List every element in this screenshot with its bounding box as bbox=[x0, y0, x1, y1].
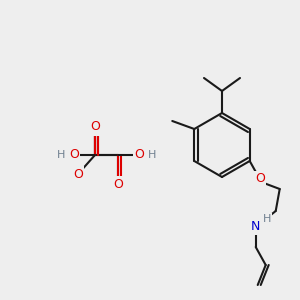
Text: O: O bbox=[90, 122, 100, 134]
Text: H: H bbox=[148, 150, 156, 160]
Text: O: O bbox=[113, 178, 123, 190]
Text: O: O bbox=[255, 172, 265, 185]
Text: O: O bbox=[69, 148, 79, 161]
Text: N: N bbox=[251, 220, 260, 233]
Text: O: O bbox=[90, 119, 100, 133]
Text: O: O bbox=[134, 148, 144, 161]
Text: H: H bbox=[57, 150, 65, 160]
Text: H: H bbox=[262, 214, 271, 224]
Text: O: O bbox=[73, 167, 83, 181]
